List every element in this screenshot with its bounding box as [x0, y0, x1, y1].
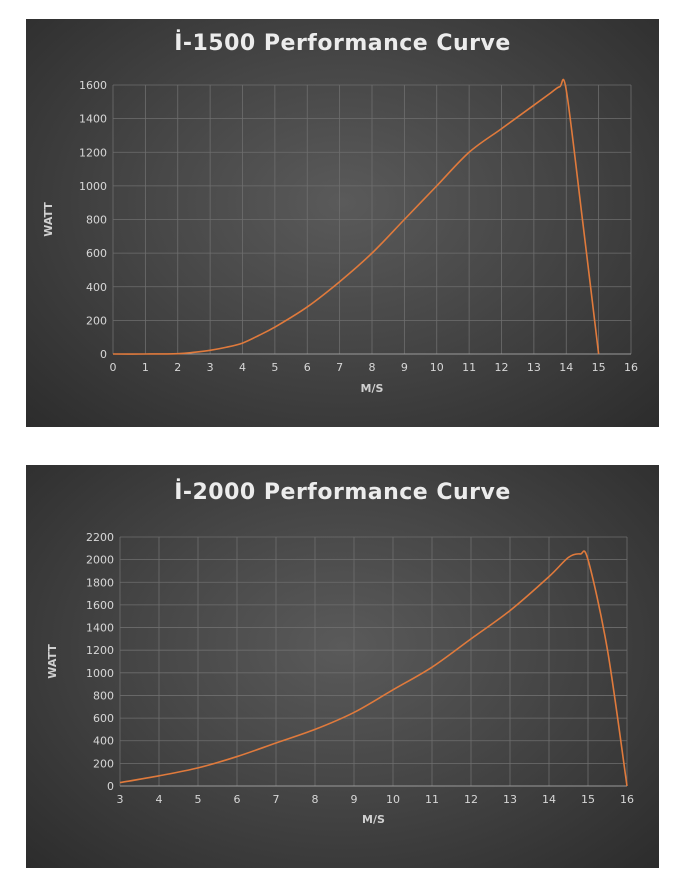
chart-panel-i1500: İ-1500 Performance Curve 0 1 2 3 4 5 6 7 8 9 10 11 1…: [26, 19, 659, 427]
x-tick-label: 7: [336, 361, 343, 374]
y-tick-label: 1200: [86, 644, 114, 657]
y-tick-label: 400: [93, 735, 114, 748]
chart-title: İ-2000 Performance Curve: [174, 480, 511, 505]
x-tick-label: 16: [624, 361, 638, 374]
y-tick-label: 1400: [86, 622, 114, 635]
gridlines: [112, 84, 632, 355]
x-axis-label: M/S: [362, 813, 385, 826]
y-tick-label: 1600: [86, 599, 114, 612]
x-tick-label: 13: [527, 361, 541, 374]
x-tick-label: 6: [304, 361, 311, 374]
x-tick-label: 10: [430, 361, 444, 374]
chart-plot: 0 1 2 3 4 5 6 7 8 9 10 11 12 13 14 15 160200400600800100…: [42, 78, 638, 395]
y-tick-label: 2000: [86, 554, 114, 567]
x-tick-label: 3: [117, 793, 124, 806]
y-tick-label: 1000: [79, 180, 107, 193]
x-tick-label: 10: [386, 793, 400, 806]
y-tick-label: 0: [100, 348, 107, 361]
x-tick-label: 15: [592, 361, 606, 374]
chart-background: [26, 19, 659, 427]
x-tick-label: 3: [207, 361, 214, 374]
x-tick-label: 16: [620, 793, 634, 806]
x-tick-label: 14: [542, 793, 556, 806]
x-tick-label: 5: [271, 361, 278, 374]
y-tick-label: 1400: [79, 113, 107, 126]
x-tick-label: 11: [425, 793, 439, 806]
x-tick-label: 15: [581, 793, 595, 806]
y-tick-label: 800: [93, 689, 114, 702]
x-tick-label: 0: [110, 361, 117, 374]
x-tick-label: 14: [559, 361, 573, 374]
x-tick-label: 4: [156, 793, 163, 806]
y-axis-label: WATT: [46, 644, 59, 679]
series-line: [119, 550, 628, 787]
y-tick-label: 200: [93, 757, 114, 770]
x-tick-label: 1: [142, 361, 149, 374]
y-tick-label: 1200: [79, 146, 107, 159]
y-tick-label: 1800: [86, 576, 114, 589]
x-tick-label: 12: [495, 361, 509, 374]
x-axis-label: M/S: [361, 382, 384, 395]
chart-panel-i2000: İ-2000 Performance Curve 3 4 5 6 7 8 9 10 11 12 13…: [26, 465, 659, 868]
x-tick-label: 9: [351, 793, 358, 806]
x-tick-label: 6: [234, 793, 241, 806]
x-tick-label: 2: [174, 361, 181, 374]
y-tick-label: 800: [86, 214, 107, 227]
chart-plot: 3 4 5 6 7 8 9 10 11 12 13 14 15 16 0 200 400 600 800 1000 12…: [46, 531, 634, 826]
y-tick-label: 600: [86, 247, 107, 260]
y-tick-label: 1000: [86, 667, 114, 680]
y-tick-label: 0: [107, 780, 114, 793]
chart-background: [26, 465, 659, 868]
y-tick-label: 200: [86, 314, 107, 327]
y-tick-label: 400: [86, 281, 107, 294]
chart-title: İ-1500 Performance Curve: [174, 31, 511, 56]
x-tick-label: 8: [312, 793, 319, 806]
gridlines: [119, 536, 628, 787]
y-axis-label: WATT: [42, 202, 55, 237]
series-line: [112, 78, 600, 355]
x-tick-label: 8: [369, 361, 376, 374]
y-tick-label: 600: [93, 712, 114, 725]
x-tick-label: 11: [462, 361, 476, 374]
x-tick-label: 9: [401, 361, 408, 374]
x-tick-label: 13: [503, 793, 517, 806]
y-tick-label: 2200: [86, 531, 114, 544]
x-tick-label: 7: [273, 793, 280, 806]
y-tick-label: 1600: [79, 79, 107, 92]
x-tick-label: 12: [464, 793, 478, 806]
x-tick-label: 5: [195, 793, 202, 806]
x-tick-label: 4: [239, 361, 246, 374]
